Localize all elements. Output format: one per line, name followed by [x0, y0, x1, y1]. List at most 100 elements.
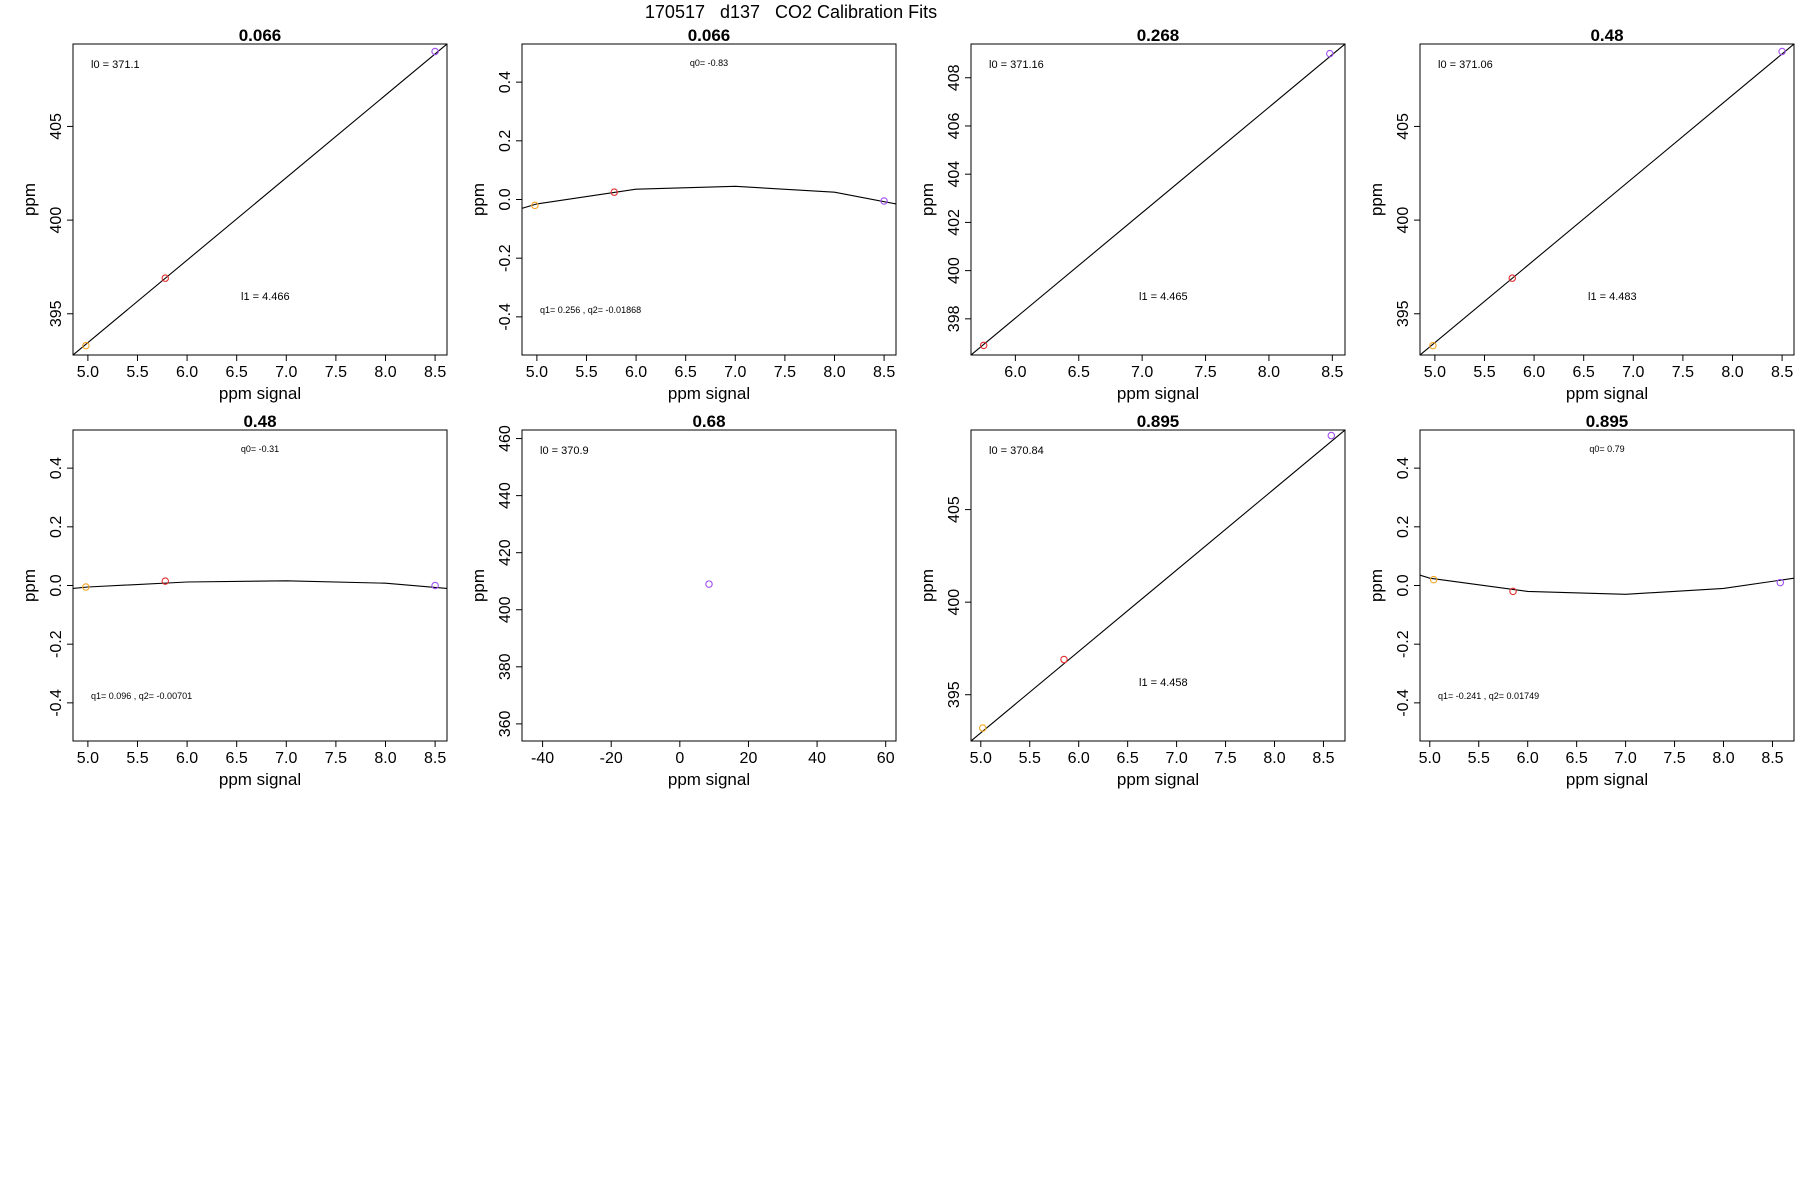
- panel-title: 0.895: [1137, 412, 1180, 431]
- x-tick-label: 8.5: [1312, 750, 1334, 767]
- y-axis-label: ppm: [918, 569, 937, 602]
- data-point: [979, 341, 988, 350]
- x-tick-label: 6.5: [675, 364, 697, 381]
- y-tick-label: 380: [497, 653, 514, 680]
- fit-annotation: q0= 0.79: [1589, 444, 1624, 454]
- data-point: [161, 274, 170, 282]
- y-tick-label: 395: [1395, 300, 1412, 327]
- fit-annotation: l1 = 4.465: [1139, 291, 1188, 303]
- x-axis-label: ppm signal: [1117, 384, 1199, 403]
- data-point: [1776, 578, 1785, 587]
- fit-annotation: l0 = 371.06: [1438, 59, 1493, 71]
- x-axis-label: ppm signal: [219, 384, 301, 403]
- y-tick-label: 395: [946, 681, 963, 708]
- x-tick-label: 6.0: [1523, 364, 1545, 381]
- x-tick-label: 8.5: [1771, 364, 1793, 381]
- x-tick-label: 6.5: [1566, 750, 1588, 767]
- y-tick-label: -0.2: [1395, 630, 1412, 658]
- data-point: [610, 188, 619, 196]
- x-tick-label: -20: [600, 750, 623, 767]
- fit-annotation: l1 = 4.483: [1588, 291, 1637, 303]
- y-tick-label: 0.2: [48, 516, 65, 538]
- x-tick-label: 6.0: [1004, 364, 1026, 381]
- x-tick-label: 5.5: [1019, 750, 1041, 767]
- y-axis-label: ppm: [918, 183, 937, 216]
- x-tick-label: 5.5: [575, 364, 597, 381]
- figure-title: 170517 d137 CO2 Calibration Fits: [644, 2, 938, 22]
- x-tick-label: 8.0: [1712, 750, 1734, 767]
- fit-line: [1420, 574, 1794, 595]
- y-tick-label: 405: [48, 113, 65, 140]
- data-point: [82, 583, 90, 591]
- y-tick-label: 400: [1395, 207, 1412, 234]
- y-tick-label: 395: [48, 300, 65, 327]
- y-tick-label: 398: [946, 305, 963, 332]
- y-tick-label: 0.2: [497, 130, 514, 152]
- panel-title: 0.68: [692, 412, 725, 431]
- x-tick-label: 5.5: [1473, 364, 1495, 381]
- panel-title: 0.895: [1586, 412, 1629, 431]
- fit-annotation: q0= -0.31: [241, 444, 279, 454]
- data-point: [431, 581, 439, 590]
- chart-panel-5: 0.48 5.0 5.5 6.0 6.5 7.0 7.5 8.0 8.5 -0.4 -0.2 0.0 0…: [20, 412, 448, 789]
- data-point: [1326, 49, 1334, 58]
- x-tick-label: 6.0: [1517, 750, 1539, 767]
- fit-annotation: q1= 0.096 , q2= -0.00701: [91, 691, 192, 701]
- y-tick-label: 0.4: [48, 457, 65, 479]
- y-tick-label: 440: [497, 482, 514, 509]
- chart-panel-8: 0.895 5.0 5.5 6.0 6.5 7.0 7.5 8.0 8.5 -0.4 -0.2 0.0…: [1367, 412, 1795, 789]
- y-tick-label: -0.2: [497, 244, 514, 272]
- data-point: [531, 201, 539, 210]
- x-tick-label: 7.5: [1663, 750, 1685, 767]
- x-tick-label: 8.5: [424, 750, 446, 767]
- data-point: [705, 580, 713, 588]
- y-axis-label: ppm: [20, 569, 39, 602]
- x-tick-label: 6.0: [625, 364, 647, 381]
- fit-annotation: l0 = 370.9: [540, 445, 589, 457]
- x-tick-label: 6.5: [1068, 364, 1090, 381]
- x-tick-label: 8.0: [1258, 364, 1280, 381]
- plot-frame: [72, 43, 448, 356]
- panel-title: 0.48: [1590, 26, 1623, 45]
- y-tick-label: 400: [946, 257, 963, 284]
- y-tick-label: -0.4: [48, 689, 65, 717]
- x-tick-label: 8.0: [374, 750, 396, 767]
- panel-title: 0.066: [688, 26, 731, 45]
- x-tick-label: 5.0: [526, 364, 548, 381]
- x-axis-label: ppm signal: [668, 384, 750, 403]
- y-tick-label: 0.0: [1395, 574, 1412, 596]
- x-tick-label: 6.5: [1573, 364, 1595, 381]
- x-tick-label: 7.5: [1672, 364, 1694, 381]
- fit-annotation: q1= 0.256 , q2= -0.01868: [540, 305, 641, 315]
- data-point: [161, 577, 170, 585]
- fit-line: [73, 44, 447, 355]
- fit-line: [73, 580, 447, 589]
- data-point: [1060, 655, 1068, 664]
- x-axis-label: ppm signal: [1566, 770, 1648, 789]
- x-tick-label: 7.5: [325, 750, 347, 767]
- fit-line: [522, 185, 896, 209]
- x-tick-label: 8.5: [424, 364, 446, 381]
- y-tick-label: -0.4: [497, 303, 514, 331]
- x-tick-label: 8.5: [1761, 750, 1783, 767]
- x-tick-label: 6.0: [1068, 750, 1090, 767]
- fit-annotation: l1 = 4.458: [1139, 677, 1188, 689]
- data-point: [1509, 587, 1517, 596]
- fit-annotation: l0 = 370.84: [989, 445, 1044, 457]
- fit-annotation: l0 = 371.16: [989, 59, 1044, 71]
- x-tick-label: 5.5: [126, 364, 148, 381]
- chart-panel-3: 0.268 6.0 6.5 7.0 7.5 8.0 8.5 398 400 402 404 406 40…: [918, 26, 1346, 403]
- y-axis-label: ppm: [469, 183, 488, 216]
- x-tick-label: 7.0: [1622, 364, 1644, 381]
- x-tick-label: 8.5: [873, 364, 895, 381]
- data-point: [1327, 431, 1336, 440]
- data-point: [978, 724, 987, 732]
- y-tick-label: 405: [946, 496, 963, 523]
- data-point: [431, 47, 439, 56]
- x-tick-label: 6.0: [176, 364, 198, 381]
- x-tick-label: 7.0: [275, 364, 297, 381]
- y-tick-label: 0.4: [1395, 457, 1412, 479]
- x-tick-label: 7.0: [724, 364, 746, 381]
- y-axis-label: ppm: [20, 183, 39, 216]
- x-axis-label: ppm signal: [1117, 770, 1199, 789]
